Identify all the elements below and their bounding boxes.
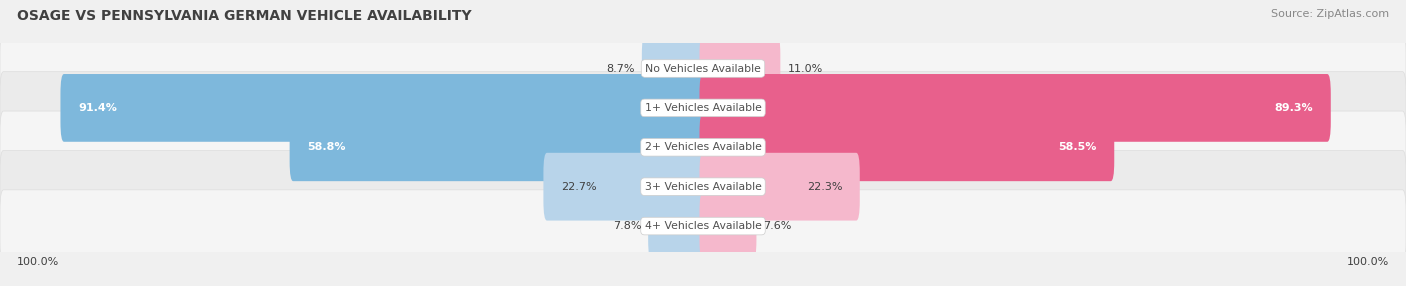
Text: OSAGE VS PENNSYLVANIA GERMAN VEHICLE AVAILABILITY: OSAGE VS PENNSYLVANIA GERMAN VEHICLE AVA… (17, 9, 471, 23)
Text: 8.7%: 8.7% (606, 63, 636, 74)
Text: 58.8%: 58.8% (308, 142, 346, 152)
FancyBboxPatch shape (0, 190, 1406, 262)
Text: Source: ZipAtlas.com: Source: ZipAtlas.com (1271, 9, 1389, 19)
Text: 7.8%: 7.8% (613, 221, 641, 231)
Text: 4+ Vehicles Available: 4+ Vehicles Available (644, 221, 762, 231)
Text: 1+ Vehicles Available: 1+ Vehicles Available (644, 103, 762, 113)
Text: 2+ Vehicles Available: 2+ Vehicles Available (644, 142, 762, 152)
Text: 3+ Vehicles Available: 3+ Vehicles Available (644, 182, 762, 192)
FancyBboxPatch shape (700, 74, 1331, 142)
Text: 22.3%: 22.3% (807, 182, 842, 192)
FancyBboxPatch shape (543, 153, 707, 221)
FancyBboxPatch shape (700, 35, 780, 102)
FancyBboxPatch shape (700, 153, 860, 221)
Text: 7.6%: 7.6% (763, 221, 792, 231)
Text: 100.0%: 100.0% (1347, 257, 1389, 267)
Text: 89.3%: 89.3% (1275, 103, 1313, 113)
FancyBboxPatch shape (290, 114, 707, 181)
FancyBboxPatch shape (643, 35, 707, 102)
FancyBboxPatch shape (700, 192, 756, 260)
FancyBboxPatch shape (700, 114, 1115, 181)
Text: 58.5%: 58.5% (1059, 142, 1097, 152)
FancyBboxPatch shape (60, 74, 707, 142)
Text: 11.0%: 11.0% (787, 63, 823, 74)
FancyBboxPatch shape (0, 32, 1406, 105)
FancyBboxPatch shape (0, 150, 1406, 223)
Text: 100.0%: 100.0% (17, 257, 59, 267)
FancyBboxPatch shape (0, 72, 1406, 144)
Text: 22.7%: 22.7% (561, 182, 596, 192)
Text: No Vehicles Available: No Vehicles Available (645, 63, 761, 74)
FancyBboxPatch shape (0, 111, 1406, 184)
FancyBboxPatch shape (648, 192, 707, 260)
Text: 91.4%: 91.4% (77, 103, 117, 113)
